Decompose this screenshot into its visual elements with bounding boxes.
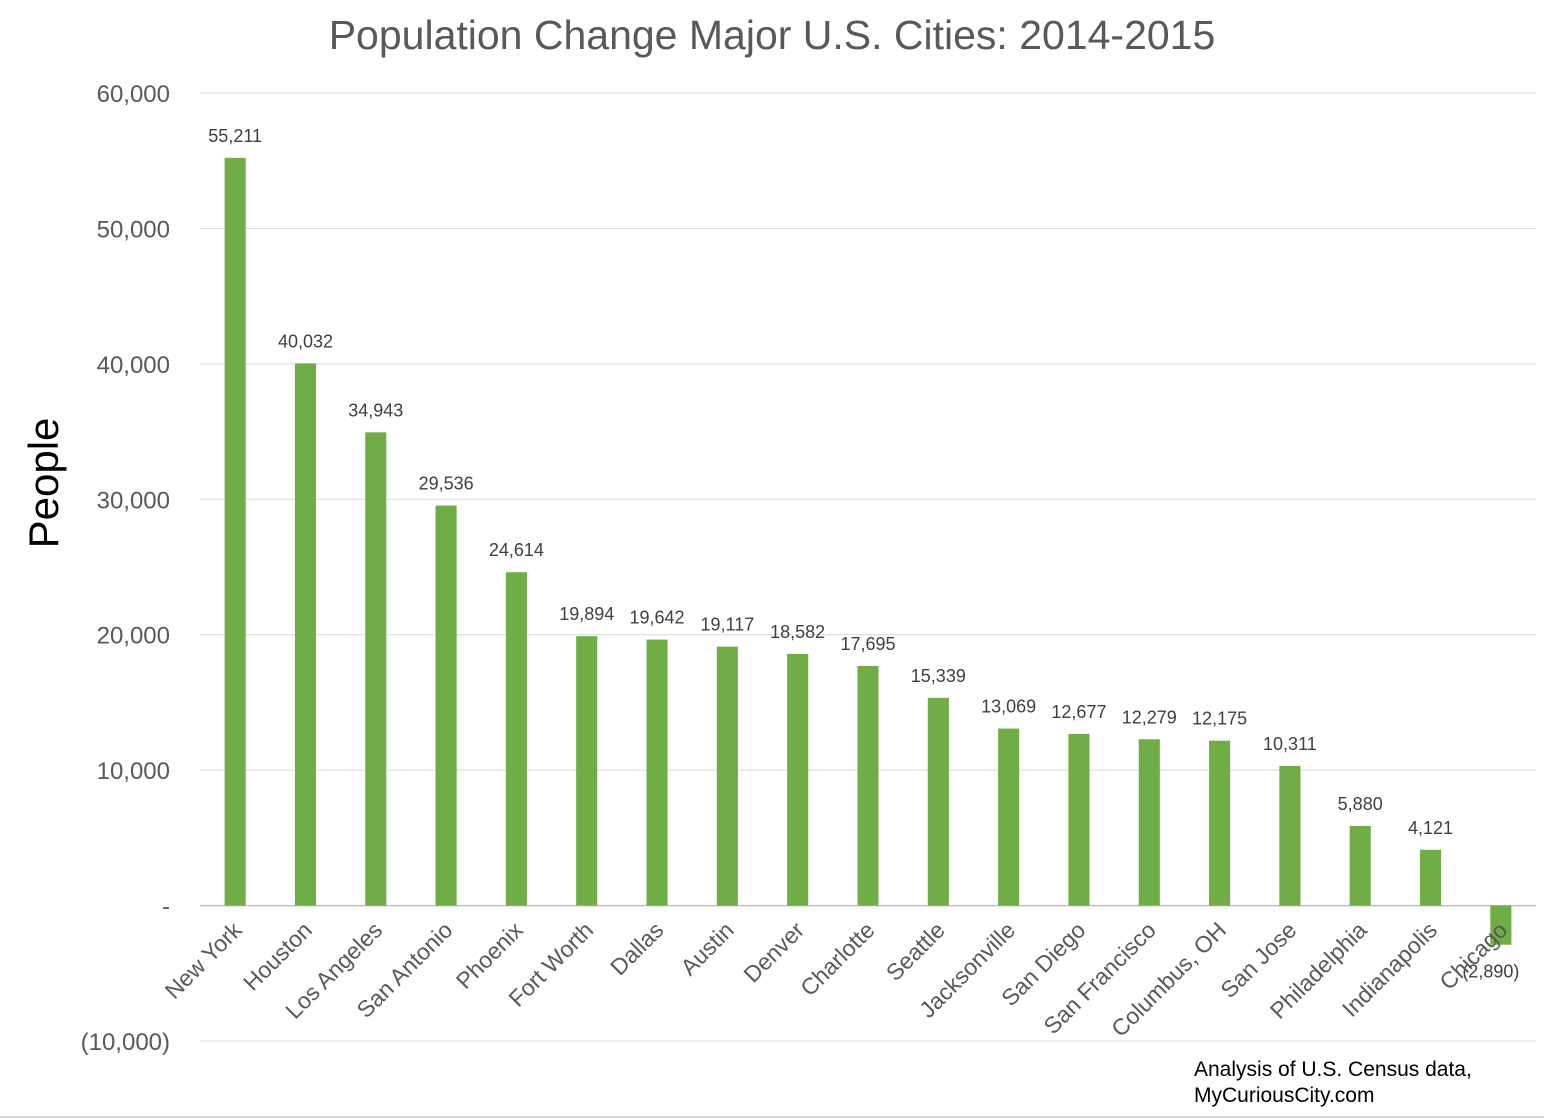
data-label: 19,642: [630, 608, 685, 628]
y-tick-label: (10,000): [81, 1029, 170, 1056]
bar: [1068, 733, 1090, 906]
data-label: 17,695: [840, 634, 895, 654]
bar: [1279, 765, 1301, 906]
bar: [1209, 740, 1231, 906]
bar: [1349, 825, 1371, 906]
x-tick-label: Denver: [738, 916, 809, 987]
data-label: 13,069: [981, 697, 1036, 717]
bar: [716, 646, 738, 906]
bar: [646, 639, 668, 906]
data-label: 10,311: [1263, 734, 1317, 754]
data-label: 15,339: [911, 666, 966, 686]
x-tick-label: Chicago: [1434, 917, 1512, 995]
bar: [787, 653, 809, 906]
data-label: 18,582: [770, 622, 825, 642]
x-tick-label: New York: [160, 916, 247, 1003]
data-label: 29,536: [419, 474, 474, 494]
x-tick-label: Seattle: [881, 917, 950, 986]
source-note: Analysis of U.S. Census data, MyCuriousC…: [1194, 1057, 1472, 1109]
data-label: 12,677: [1051, 702, 1106, 722]
bar: [505, 572, 527, 906]
bar: [576, 636, 598, 906]
bar: [435, 505, 457, 906]
y-tick-label: 40,000: [97, 352, 170, 379]
data-label: 24,614: [489, 540, 544, 560]
y-tick-label: 20,000: [97, 623, 170, 650]
y-tick-label: 10,000: [97, 758, 170, 785]
y-tick-label: 30,000: [97, 487, 170, 514]
bottom-border: [0, 1116, 1544, 1118]
x-tick-label: Austin: [675, 917, 739, 981]
bar: [294, 363, 317, 906]
data-label: 4,121: [1408, 818, 1453, 838]
x-tick-label: Charlotte: [795, 917, 879, 1001]
data-label: (2,890): [1462, 962, 1519, 982]
data-label: 55,211: [208, 126, 262, 146]
x-tick-label: Dallas: [605, 917, 669, 981]
data-label: 19,117: [701, 615, 755, 635]
data-label: 40,032: [278, 331, 333, 351]
bar: [365, 432, 387, 906]
data-label: 19,894: [559, 604, 614, 624]
source-note-line2: MyCuriousCity.com: [1194, 1084, 1375, 1107]
data-label: 12,175: [1192, 709, 1247, 729]
data-label: 5,880: [1338, 794, 1383, 814]
y-tick-label: 50,000: [97, 216, 170, 243]
data-label: 12,279: [1122, 707, 1177, 727]
y-tick-label: 60,000: [97, 81, 170, 108]
chart-title: Population Change Major U.S. Cities: 201…: [328, 12, 1216, 58]
bar: [927, 697, 949, 906]
bar: [224, 157, 246, 906]
bar: [1419, 849, 1442, 906]
source-note-line1: Analysis of U.S. Census data,: [1194, 1058, 1472, 1081]
y-tick-label: -: [162, 894, 170, 921]
bar: [1490, 905, 1512, 945]
data-label: 34,943: [348, 400, 403, 420]
bar: [857, 665, 879, 906]
bar: [1138, 739, 1160, 906]
bar: [998, 728, 1020, 906]
